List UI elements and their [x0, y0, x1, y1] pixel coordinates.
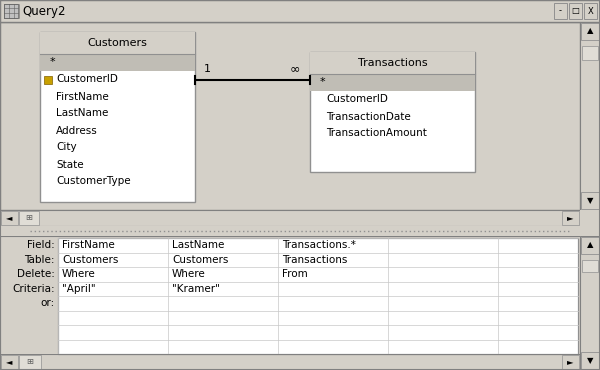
- Text: ▼: ▼: [587, 196, 593, 205]
- Text: 1: 1: [203, 64, 211, 74]
- Text: Query2: Query2: [22, 4, 65, 17]
- Text: Table:: Table:: [25, 255, 55, 265]
- Text: ►: ►: [567, 213, 574, 222]
- Bar: [581, 23, 599, 40]
- Text: Customers: Customers: [62, 255, 118, 265]
- Text: TransactionDate: TransactionDate: [326, 111, 411, 121]
- Text: Transactions.*: Transactions.*: [282, 240, 356, 250]
- Text: *: *: [50, 57, 56, 67]
- Text: Transactions: Transactions: [282, 255, 347, 265]
- Bar: [310, 52, 475, 74]
- Bar: [40, 32, 195, 202]
- Text: -: -: [559, 7, 562, 16]
- Bar: [19, 355, 41, 369]
- Bar: [19, 211, 39, 225]
- Text: CustomerID: CustomerID: [56, 74, 118, 84]
- Text: LastName: LastName: [56, 108, 109, 118]
- Text: City: City: [56, 142, 77, 152]
- Text: TransactionAmount: TransactionAmount: [326, 128, 427, 138]
- Bar: [582, 260, 598, 272]
- Text: FirstName: FirstName: [62, 240, 115, 250]
- Text: □: □: [572, 7, 580, 16]
- Bar: [44, 75, 52, 84]
- Text: ◄: ◄: [6, 213, 13, 222]
- Bar: [562, 355, 579, 369]
- Text: X: X: [587, 7, 593, 16]
- Text: From: From: [282, 269, 308, 279]
- Bar: [582, 46, 598, 60]
- Text: ◄: ◄: [6, 357, 13, 367]
- Text: Customers: Customers: [172, 255, 229, 265]
- Bar: [4, 4, 18, 18]
- Bar: [581, 352, 599, 369]
- Text: Transactions: Transactions: [358, 58, 427, 68]
- Text: ▲: ▲: [587, 240, 593, 249]
- Bar: [58, 238, 578, 354]
- Text: Address: Address: [56, 125, 98, 135]
- Bar: [310, 52, 475, 172]
- Text: CustomerID: CustomerID: [326, 94, 388, 104]
- Text: ▼: ▼: [587, 356, 593, 365]
- Text: "April": "April": [62, 284, 95, 294]
- Text: CustomerType: CustomerType: [56, 176, 131, 186]
- Bar: [562, 211, 579, 225]
- Bar: [581, 237, 599, 254]
- Bar: [40, 54, 195, 71]
- Text: *: *: [320, 77, 326, 87]
- Text: Customers: Customers: [88, 38, 148, 48]
- Bar: [40, 32, 195, 54]
- Bar: [584, 3, 597, 19]
- Bar: [310, 74, 475, 91]
- Text: ∞: ∞: [290, 63, 300, 75]
- Text: Criteria:: Criteria:: [13, 284, 55, 294]
- Bar: [1, 355, 18, 369]
- Text: LastName: LastName: [172, 240, 224, 250]
- Text: Where: Where: [62, 269, 96, 279]
- Text: Field:: Field:: [27, 240, 55, 250]
- Bar: [1, 211, 18, 225]
- Text: State: State: [56, 159, 83, 169]
- Text: ⊞: ⊞: [25, 213, 32, 222]
- Bar: [554, 3, 567, 19]
- Text: FirstName: FirstName: [56, 91, 109, 101]
- Text: Delete:: Delete:: [17, 269, 55, 279]
- Text: ▲: ▲: [587, 27, 593, 36]
- Text: "Kramer": "Kramer": [172, 284, 220, 294]
- Text: ►: ►: [567, 357, 574, 367]
- Text: ⊞: ⊞: [26, 357, 34, 367]
- Text: Where: Where: [172, 269, 206, 279]
- Bar: [569, 3, 582, 19]
- Bar: [58, 238, 578, 354]
- Text: or:: or:: [41, 298, 55, 308]
- Bar: [581, 192, 599, 209]
